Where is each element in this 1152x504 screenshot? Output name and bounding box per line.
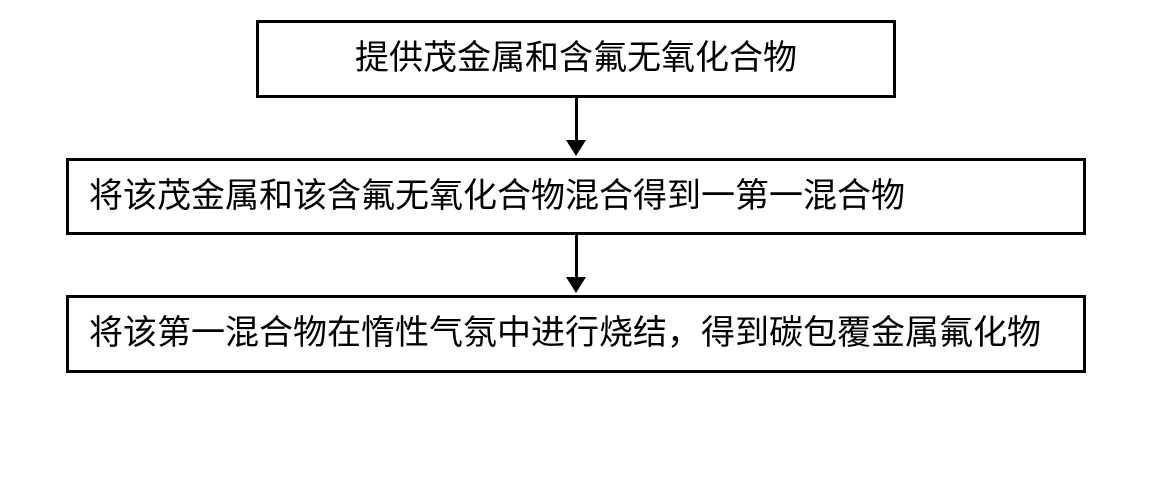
arrow-1 <box>566 98 586 158</box>
flowchart-container: 提供茂金属和含氟无氧化合物 将该茂金属和该含氟无氧化合物混合得到一第一混合物 将… <box>50 20 1102 373</box>
arrow-line-icon <box>575 98 578 140</box>
flow-step-2: 将该茂金属和该含氟无氧化合物混合得到一第一混合物 <box>66 158 1086 236</box>
flow-step-3-text: 将该第一混合物在惰性气氛中进行烧结，得到碳包覆金属氟化物 <box>89 315 1041 352</box>
arrow-head-icon <box>566 140 586 156</box>
flow-step-1: 提供茂金属和含氟无氧化合物 <box>256 20 896 98</box>
flow-step-3: 将该第一混合物在惰性气氛中进行烧结，得到碳包覆金属氟化物 <box>66 295 1086 373</box>
arrow-line-icon <box>575 235 578 277</box>
flow-step-2-text: 将该茂金属和该含氟无氧化合物混合得到一第一混合物 <box>89 178 905 215</box>
arrow-2 <box>566 235 586 295</box>
arrow-head-icon <box>566 277 586 293</box>
flow-step-1-text: 提供茂金属和含氟无氧化合物 <box>355 40 797 77</box>
